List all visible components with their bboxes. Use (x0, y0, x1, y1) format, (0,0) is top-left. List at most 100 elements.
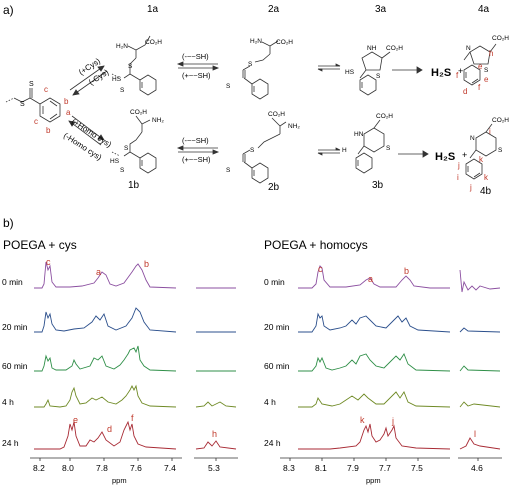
right-trace-4h (298, 391, 451, 408)
compound-4b-structure (465, 123, 497, 180)
left-trace-24h-b (195, 440, 237, 450)
equilibrium-arrow-top (317, 63, 341, 72)
compound-1a-label: 1a (147, 4, 159, 15)
4a-n: N (466, 45, 471, 52)
2b-thione: S (226, 167, 231, 174)
4a-proton-d: d (463, 87, 467, 96)
compound-2b-structure (242, 117, 287, 184)
4a-proton-f: f (456, 71, 459, 80)
compound-2b-label: 2b (268, 182, 280, 193)
left-peak-b: b (144, 259, 149, 269)
equilibrium-arrow-bottom (317, 147, 341, 156)
2b-s: S (250, 147, 255, 154)
thiol-upper-top: (-~~SH) (182, 52, 209, 61)
1b-amine: NH₂ (152, 117, 164, 124)
thiol-upper-bottom: (-~~SH) (182, 136, 209, 145)
2a-acid: CO₂H (276, 39, 293, 46)
compound-1b-label: 1b (128, 180, 140, 191)
left-row-60min: 60 min (2, 361, 28, 371)
3a-hs: HS (345, 69, 355, 76)
right-trace-60min (298, 353, 451, 372)
compound-1b-structure (111, 115, 157, 174)
left-trace-0min (34, 261, 177, 289)
right-trace-60min-b (459, 365, 501, 372)
plus-top: + (458, 66, 463, 76)
panel-b-label: b) (3, 216, 14, 230)
left-peak-a: a (96, 267, 101, 277)
proton-label-a: a (66, 108, 71, 117)
4b-proton-k: k (479, 155, 484, 164)
left-tick-7.4: 7.4 (164, 463, 176, 473)
4a-proton-h: h (489, 49, 493, 58)
thiol-lower-bottom: (+~~SH) (182, 155, 211, 164)
left-trace-60min (34, 345, 177, 372)
right-trace-20min (298, 312, 451, 333)
right-tick-7.5: 7.5 (411, 463, 423, 473)
2b-amine: NH₂ (288, 123, 300, 130)
left-tick-7.8: 7.8 (96, 463, 108, 473)
polymer-dithiobenzoate-structure (5, 88, 61, 123)
thione-s-atom: S (29, 81, 34, 88)
left-row-0min: 0 min (2, 277, 23, 287)
3b-s: S (386, 145, 391, 152)
4a-acid: CO₂H (492, 35, 509, 42)
left-peak-d: d (107, 424, 112, 434)
4b-n: N (470, 135, 475, 142)
left-spectrum-title: POEGA + cys (3, 238, 77, 252)
3b-h: H (342, 147, 347, 154)
2b-acid: CO₂H (268, 111, 285, 118)
4b-acid: CO₂H (492, 117, 509, 124)
4b-proton-j: j (457, 161, 460, 170)
proton-label-c2: c (34, 117, 38, 126)
compound-4a-structure (463, 43, 497, 86)
2a-s: S (248, 61, 253, 68)
right-peak-a: a (368, 274, 373, 284)
2a-thione: S (226, 83, 231, 90)
thioester-s-atom: S (20, 101, 25, 108)
thiol-lower-top: (+~~SH) (182, 71, 211, 80)
thiol-exchange-arrows-bottom (176, 145, 220, 155)
compound-3a-label: 3a (375, 4, 387, 15)
reaction-arrow-bottom (398, 150, 429, 158)
left-tick-7.6: 7.6 (130, 463, 142, 473)
right-peak-b: b (404, 266, 409, 276)
1a-s2: S (120, 87, 125, 94)
proton-label-b2: b (46, 126, 51, 135)
compound-4a-label: 4a (478, 4, 490, 15)
4a-proton-e2: e (484, 75, 489, 84)
1a-hs: HS (112, 76, 122, 83)
compound-3b-structure (355, 119, 385, 174)
right-trace-20min-b (459, 327, 501, 333)
plus-bottom: + (462, 150, 467, 160)
left-row-4h: 4 h (2, 397, 14, 407)
compound-1a-structure (111, 35, 157, 96)
cys-addition-arrows (68, 65, 108, 146)
left-trace-4h (34, 384, 177, 408)
right-x-label: ppm (366, 476, 381, 485)
left-peak-e: e (73, 415, 78, 425)
compound-4b-label: 4b (480, 186, 492, 197)
4a-proton-f2: f (478, 83, 481, 92)
4b-proton-k2: k (484, 173, 489, 182)
3b-acid: CO₂H (376, 113, 393, 120)
1b-s2: S (120, 167, 125, 174)
1a-acid: CO₂H (145, 39, 162, 46)
right-trace-0min (298, 265, 450, 289)
right-tick-7.7: 7.7 (379, 463, 391, 473)
compound-3a-structure (359, 51, 391, 96)
right-trace-0min-b (459, 269, 501, 293)
compound-3b-label: 3b (372, 180, 384, 191)
right-trace-4h-b (459, 401, 501, 408)
left-trace-24h (34, 420, 177, 450)
right-spectrum-title: POEGA + homocys (264, 238, 368, 252)
right-peak-k: k (360, 415, 365, 425)
h2s-product-bottom: H₂S (435, 151, 455, 163)
left-row-20min: 20 min (2, 322, 28, 332)
1b-hs: HS (110, 158, 120, 165)
right-tick-4.6: 4.6 (471, 463, 483, 473)
4b-proton-j2: j (469, 183, 472, 192)
left-peak-h: h (212, 429, 217, 439)
3b-hn: HN (354, 131, 364, 138)
3a-nh: NH (367, 45, 377, 52)
